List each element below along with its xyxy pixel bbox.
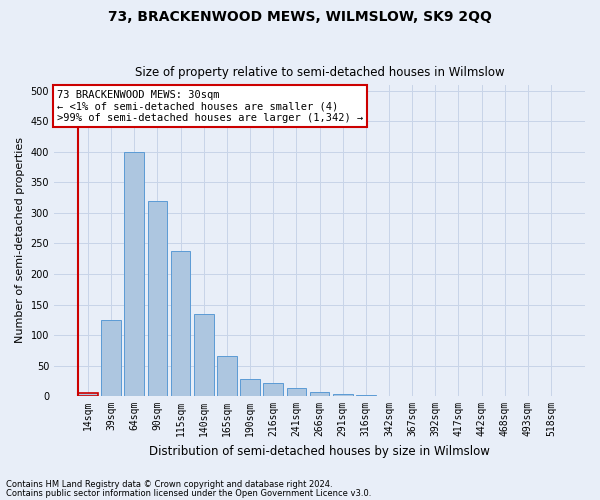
Text: 73 BRACKENWOOD MEWS: 30sqm
← <1% of semi-detached houses are smaller (4)
>99% of: 73 BRACKENWOOD MEWS: 30sqm ← <1% of semi… [56, 90, 363, 122]
Bar [217, 356, 237, 396]
Y-axis label: Number of semi-detached properties: Number of semi-detached properties [15, 138, 25, 344]
Bar [240, 379, 260, 396]
Bar [333, 394, 353, 396]
Bar [263, 382, 283, 396]
Bar [287, 388, 306, 396]
Text: Contains public sector information licensed under the Open Government Licence v3: Contains public sector information licen… [6, 488, 371, 498]
Bar [124, 152, 144, 396]
Text: 73, BRACKENWOOD MEWS, WILMSLOW, SK9 2QQ: 73, BRACKENWOOD MEWS, WILMSLOW, SK9 2QQ [108, 10, 492, 24]
Title: Size of property relative to semi-detached houses in Wilmslow: Size of property relative to semi-detach… [135, 66, 505, 80]
Bar [148, 201, 167, 396]
Bar [101, 320, 121, 396]
Text: Contains HM Land Registry data © Crown copyright and database right 2024.: Contains HM Land Registry data © Crown c… [6, 480, 332, 489]
Bar [194, 314, 214, 396]
Bar [310, 392, 329, 396]
X-axis label: Distribution of semi-detached houses by size in Wilmslow: Distribution of semi-detached houses by … [149, 444, 490, 458]
Bar [171, 251, 190, 396]
Bar [78, 393, 98, 396]
